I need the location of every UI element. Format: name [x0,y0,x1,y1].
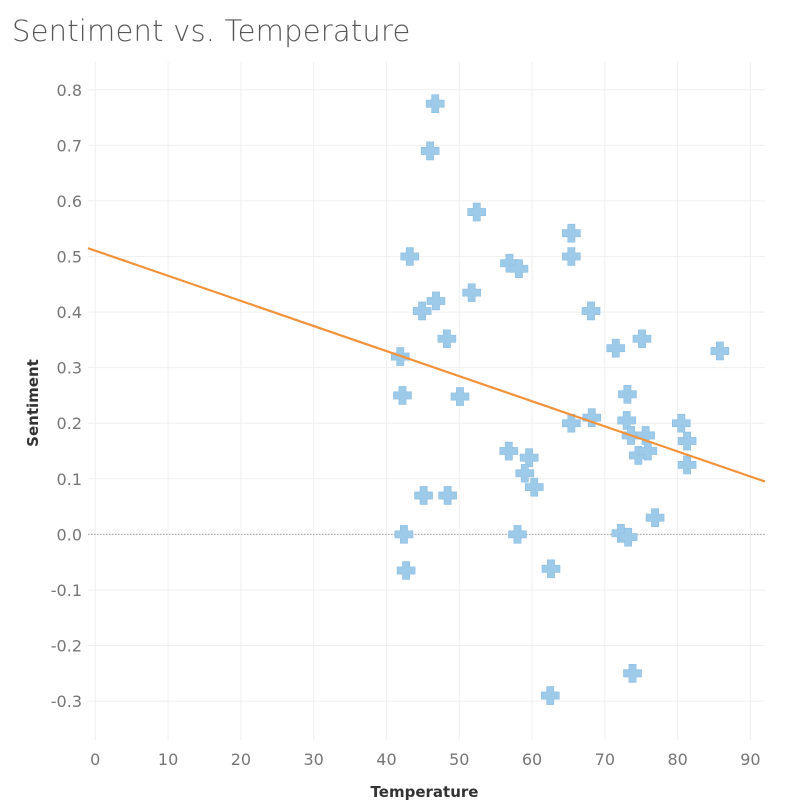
data-point [508,525,527,544]
data-point [394,525,414,544]
data-point [462,283,481,302]
data-point [671,413,691,433]
data-point [414,486,433,505]
data-point [562,247,581,266]
y-tick-label: 0.2 [57,414,82,433]
data-points [390,94,730,705]
x-tick-label: 80 [667,750,687,769]
y-tick-label: 0.1 [57,470,82,489]
data-point [450,387,470,406]
data-point [400,247,420,266]
chart-title: Sentiment vs. Temperature [12,14,411,48]
data-point [581,301,601,321]
data-point [582,408,602,427]
data-point [618,385,637,404]
y-tick-label: 0.7 [57,136,82,155]
data-point [412,301,432,321]
x-tick-label: 30 [303,750,323,769]
x-tick-label: 50 [449,750,469,769]
x-tick-label: 40 [376,750,396,769]
data-point [425,94,445,113]
y-tick-label: 0.5 [57,248,82,267]
trend-line-path [87,247,766,483]
data-point [677,431,697,451]
data-point [393,386,412,405]
y-tick-label: 0.8 [57,81,82,100]
x-tick-label: 20 [231,750,251,769]
y-tick-label: -0.1 [51,581,82,600]
data-point [541,559,561,579]
y-tick-label: 0.4 [57,303,82,322]
y-tick-label: 0.0 [57,525,82,544]
data-point [509,259,529,279]
y-tick-label: -0.2 [51,637,82,656]
trend-line [87,247,766,483]
data-point [562,413,581,433]
x-tick-label: 10 [158,750,178,769]
x-axis-title: Temperature [371,783,479,801]
data-point [618,527,638,547]
data-point [540,686,560,705]
data-point [623,664,642,683]
data-point [606,338,626,358]
data-point [638,441,658,461]
x-tick-label: 60 [522,750,542,769]
y-tick-label: -0.3 [51,692,82,711]
y-tick-label: 0.3 [57,359,82,378]
data-point [519,448,539,467]
data-point [426,291,446,311]
data-point [438,486,457,505]
grid [88,62,765,740]
x-tick-label: 0 [90,750,100,769]
data-point [710,341,730,361]
data-point [562,223,581,243]
data-point [632,329,652,349]
data-point [396,561,416,580]
data-point [515,463,535,483]
y-axis-title: Sentiment [24,359,42,447]
data-point [437,329,457,349]
data-point [524,477,544,497]
data-point [420,141,440,161]
data-point [677,455,697,475]
data-point [645,508,665,528]
x-tick-label: 90 [740,750,760,769]
x-tick-label: 70 [595,750,615,769]
y-tick-label: 0.6 [57,192,82,211]
data-point [467,202,487,222]
tick-labels: 0 10 20 30 40 50 60 70 80 90 -0.3 -0.2 -0.1 0.0 0.1 0.2… [51,81,761,769]
data-point [499,441,519,461]
